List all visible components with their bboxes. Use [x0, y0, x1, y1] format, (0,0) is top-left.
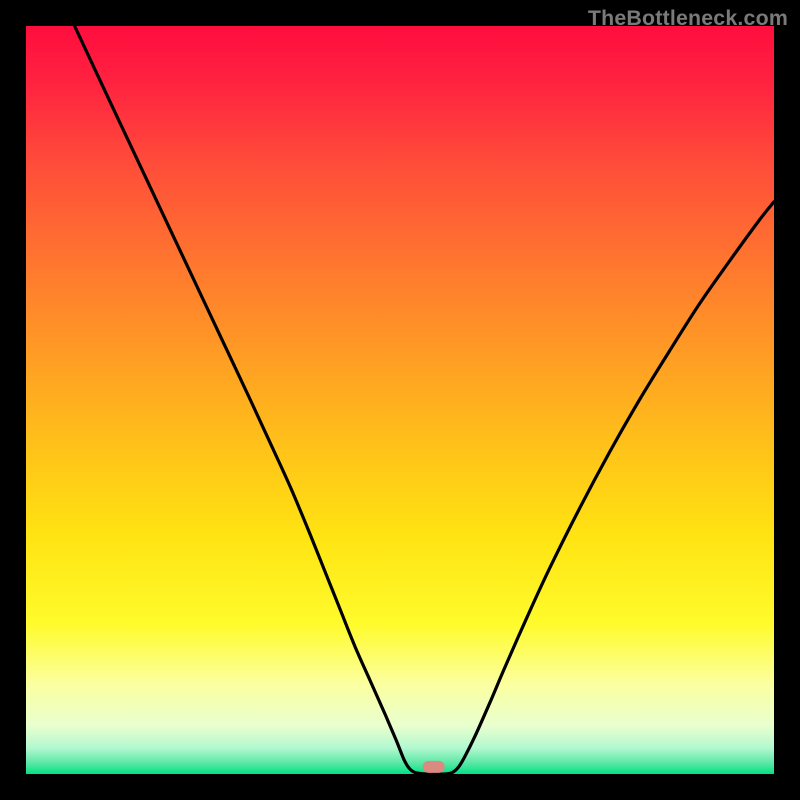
- watermark-text: TheBottleneck.com: [588, 6, 788, 31]
- plot-background: [26, 26, 774, 774]
- bottleneck-curve-chart: [0, 0, 800, 800]
- optimal-marker: [423, 761, 445, 773]
- chart-container: TheBottleneck.com: [0, 0, 800, 800]
